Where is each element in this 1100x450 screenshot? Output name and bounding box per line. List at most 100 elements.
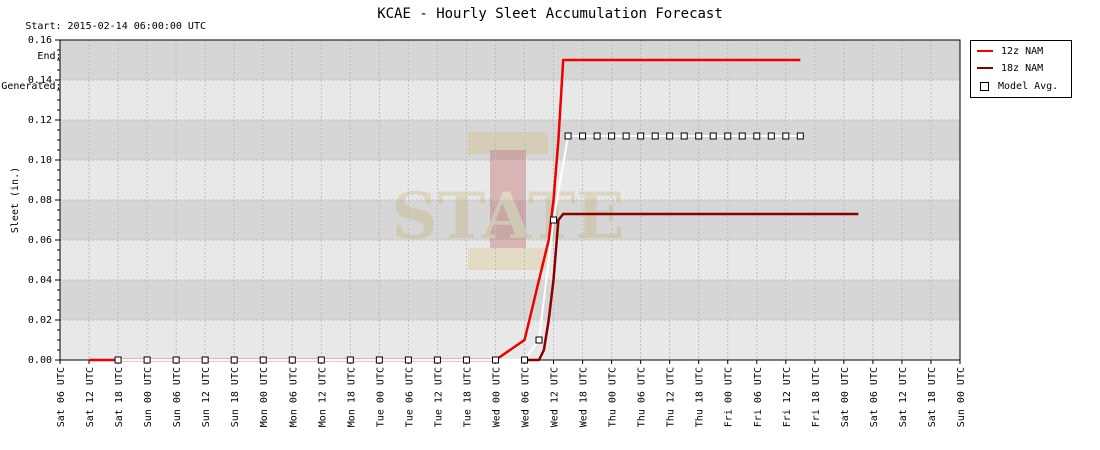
- model-avg-marker: [172, 356, 180, 364]
- model-avg-marker: [462, 356, 470, 364]
- x-tick-label: Sat 06 UTC: [56, 367, 67, 427]
- model-avg-marker: [114, 356, 122, 364]
- model-avg-marker: [346, 356, 354, 364]
- y-axis-label: Sleet (in.): [10, 167, 21, 233]
- chart-title: KCAE - Hourly Sleet Accumulation Forecas…: [377, 6, 723, 22]
- model-avg-marker: [317, 356, 325, 364]
- legend-label-avg: Model Avg.: [998, 80, 1059, 92]
- model-avg-marker: [738, 132, 746, 140]
- x-tick-label: Thu 18 UTC: [695, 367, 706, 427]
- x-tick-label: Wed 00 UTC: [491, 367, 502, 427]
- model-avg-marker: [288, 356, 296, 364]
- y-tick-label: 0.12: [28, 115, 52, 126]
- watermark-text: STATE: [392, 179, 625, 254]
- model-avg-marker: [404, 356, 412, 364]
- model-avg-marker: [230, 356, 238, 364]
- plot-band: [60, 120, 960, 160]
- x-tick-label: Mon 18 UTC: [346, 367, 357, 427]
- legend-label-12z: 12z NAM: [1001, 45, 1044, 57]
- model-avg-marker: [695, 132, 703, 140]
- x-tick-label: Wed 12 UTC: [550, 367, 561, 427]
- x-tick-label: Thu 00 UTC: [608, 367, 619, 427]
- plot-band: [60, 80, 960, 120]
- x-tick-label: Tue 00 UTC: [375, 367, 386, 427]
- watermark-bar-bottom: [468, 248, 548, 270]
- model-avg-marker: [796, 132, 804, 140]
- x-tick-label: Sun 00 UTC: [956, 367, 967, 427]
- model-avg-marker: [564, 132, 572, 140]
- model-avg-marker: [579, 132, 587, 140]
- model-avg-marker: [637, 132, 645, 140]
- watermark-bar-top: [468, 132, 548, 154]
- x-tick-label: Sat 18 UTC: [114, 367, 125, 427]
- x-tick-label: Sun 00 UTC: [143, 367, 154, 427]
- model-avg-marker: [753, 132, 761, 140]
- y-tick-label: 0.14: [28, 75, 52, 86]
- model-avg-marker: [680, 132, 688, 140]
- x-tick-label: Fri 00 UTC: [724, 367, 735, 427]
- y-tick-label: 0.02: [28, 315, 52, 326]
- legend-label-18z: 18z NAM: [1001, 62, 1044, 74]
- x-tick-label: Tue 06 UTC: [404, 367, 415, 427]
- plot-band: [60, 160, 960, 200]
- x-tick-label: Sat 12 UTC: [85, 367, 96, 427]
- x-tick-label: Mon 00 UTC: [259, 367, 270, 427]
- x-tick-label: Thu 12 UTC: [666, 367, 677, 427]
- x-tick-label: Thu 06 UTC: [637, 367, 648, 427]
- y-tick-label: 0.10: [28, 155, 52, 166]
- model-avg-marker: [491, 356, 499, 364]
- y-tick-label: 0.00: [28, 355, 52, 366]
- x-tick-label: Mon 06 UTC: [288, 367, 299, 427]
- y-tick-label: 0.16: [28, 35, 52, 46]
- legend-item-avg: Model Avg.: [977, 80, 1058, 92]
- y-tick-label: 0.08: [28, 195, 52, 206]
- legend-swatch-18z: [977, 67, 993, 69]
- model-avg-marker: [550, 216, 558, 224]
- x-tick-label: Sat 12 UTC: [898, 367, 909, 427]
- model-avg-marker: [782, 132, 790, 140]
- model-avg-marker: [666, 132, 674, 140]
- model-avg-marker: [724, 132, 732, 140]
- plot-band: [60, 280, 960, 320]
- start-time: Start: 2015-02-14 06:00:00 UTC: [25, 21, 206, 32]
- plot-band: [60, 40, 960, 80]
- plot-band: [60, 320, 960, 360]
- x-tick-label: Sat 18 UTC: [927, 367, 938, 427]
- plot-band: [60, 200, 960, 240]
- x-tick-label: Sun 12 UTC: [201, 367, 212, 427]
- x-tick-label: Tue 12 UTC: [433, 367, 444, 427]
- model-avg-marker: [622, 132, 630, 140]
- x-tick-label: Fri 18 UTC: [811, 367, 822, 427]
- x-tick-label: Wed 18 UTC: [579, 367, 590, 427]
- series-line-1: [524, 212, 859, 362]
- model-avg-marker: [433, 356, 441, 364]
- y-tick-label: 0.04: [28, 275, 52, 286]
- x-tick-label: Sun 06 UTC: [172, 367, 183, 427]
- x-tick-label: Sat 00 UTC: [840, 367, 851, 427]
- x-tick-label: Mon 12 UTC: [317, 367, 328, 427]
- model-avg-marker: [535, 336, 543, 344]
- x-tick-label: Fri 06 UTC: [753, 367, 764, 427]
- legend-marker-avg: [980, 81, 989, 91]
- model-avg-marker: [651, 132, 659, 140]
- model-avg-marker: [259, 356, 267, 364]
- model-avg-marker: [767, 132, 775, 140]
- x-tick-label: Fri 12 UTC: [782, 367, 793, 427]
- x-tick-label: Sat 06 UTC: [869, 367, 880, 427]
- model-avg-marker: [201, 356, 209, 364]
- model-avg-marker: [709, 132, 717, 140]
- model-avg-marker: [608, 132, 616, 140]
- x-tick-label: Sun 18 UTC: [230, 367, 241, 427]
- legend-swatch-12z: [977, 50, 993, 52]
- x-tick-label: Tue 18 UTC: [462, 367, 473, 427]
- y-tick-label: 0.06: [28, 235, 52, 246]
- model-avg-marker: [521, 356, 529, 364]
- model-avg-marker: [593, 132, 601, 140]
- legend-item-12z: 12z NAM: [977, 45, 1043, 57]
- series-line-2: [118, 135, 801, 361]
- model-avg-marker: [143, 356, 151, 364]
- plot-band: [60, 240, 960, 280]
- legend-item-18z: 18z NAM: [977, 62, 1043, 74]
- model-avg-marker: [375, 356, 383, 364]
